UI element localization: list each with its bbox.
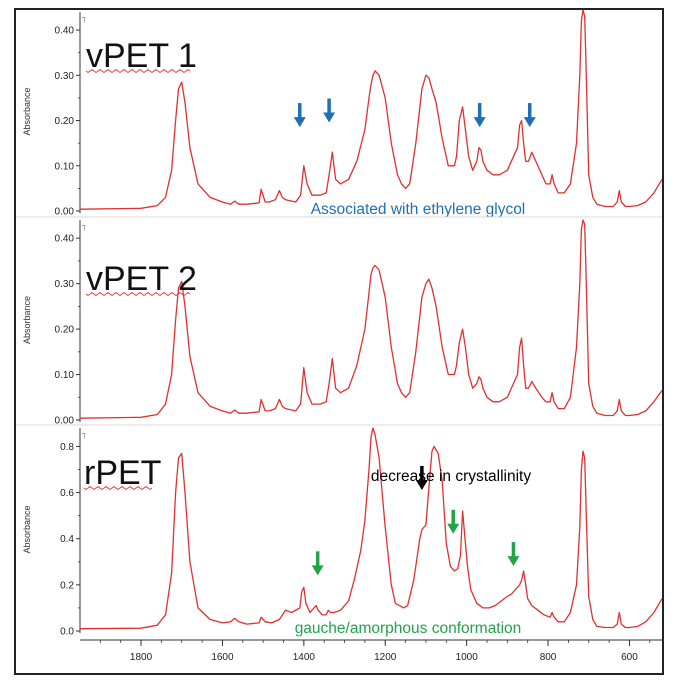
spectrum-panel-2: ┐ 0.00 0.10 0.20 0.30 0.40 Absorbance vPET 2 [16, 216, 663, 427]
spectrum-panel-1: ┐ 0.00 0.10 0.20 0.30 0.40 Absorbance vPET 1 Ass… [22, 9, 663, 218]
sample-label-underline [85, 69, 191, 73]
annotation-label: Associated with ethylene glycol [311, 201, 526, 218]
annotation-label: decrease in crystallinity [371, 468, 531, 485]
annotation-arrow-head [473, 117, 486, 128]
sample-label-underline [83, 486, 153, 490]
y-tick-label: 0.20 [55, 116, 75, 127]
y-tick-label: 0.8 [60, 442, 74, 453]
x-tick-label: 1800 [130, 652, 153, 663]
x-tick-label: 1200 [374, 652, 397, 663]
y-tick-label: 0.30 [55, 279, 75, 290]
x-tick-label: 1600 [211, 652, 234, 663]
annotation-label: gauche/amorphous conformation [295, 620, 522, 637]
y-axis-label: Absorbance [22, 87, 32, 135]
x-tick-label: 800 [540, 652, 557, 663]
y-axis-label: Absorbance [22, 296, 32, 344]
figure-frame [14, 8, 664, 675]
panel-corner-marker: ┐ [81, 429, 88, 439]
sample-label-underline [85, 292, 191, 296]
annotation-arrow-head [293, 117, 306, 128]
sample-label: vPET 1 [86, 37, 197, 75]
annotation-arrow-head [311, 565, 324, 576]
y-tick-label: 0.40 [55, 234, 75, 245]
x-tick-label: 1400 [293, 652, 316, 663]
spectrum-panel-3: ┐ 0.0 0.2 0.4 0.6 0.8 Absorbance rPET decrease i… [16, 424, 663, 638]
y-tick-label: 0.10 [55, 161, 75, 172]
y-tick-label: 0.30 [55, 71, 75, 82]
sample-label: vPET 2 [86, 260, 197, 298]
annotation-arrow-head [415, 479, 428, 490]
y-tick-label: 0.0 [60, 627, 74, 638]
y-tick-label: 0.40 [55, 26, 75, 37]
x-tick-label: 1000 [456, 652, 479, 663]
annotation-arrow-head [447, 523, 460, 534]
annotation-arrow-head [523, 117, 536, 128]
y-tick-label: 0.4 [60, 534, 74, 545]
y-tick-label: 0.10 [55, 370, 75, 381]
y-tick-label: 0.00 [55, 416, 75, 427]
y-tick-label: 0.6 [60, 488, 74, 499]
y-tick-label: 0.00 [55, 207, 75, 218]
spectrum-line [79, 427, 663, 630]
annotation-arrow-head [323, 112, 336, 123]
y-tick-label: 0.2 [60, 580, 74, 591]
spectrum-line [79, 9, 663, 210]
spectrum-line [79, 219, 663, 419]
annotation-arrow-head [507, 556, 520, 567]
y-axis-label: Absorbance [22, 505, 32, 553]
sample-label: rPET [84, 454, 161, 492]
x-tick-label: 600 [621, 652, 638, 663]
panel-corner-marker: ┐ [81, 221, 88, 231]
panel-corner-marker: ┐ [81, 13, 88, 23]
y-tick-label: 0.20 [55, 325, 75, 336]
